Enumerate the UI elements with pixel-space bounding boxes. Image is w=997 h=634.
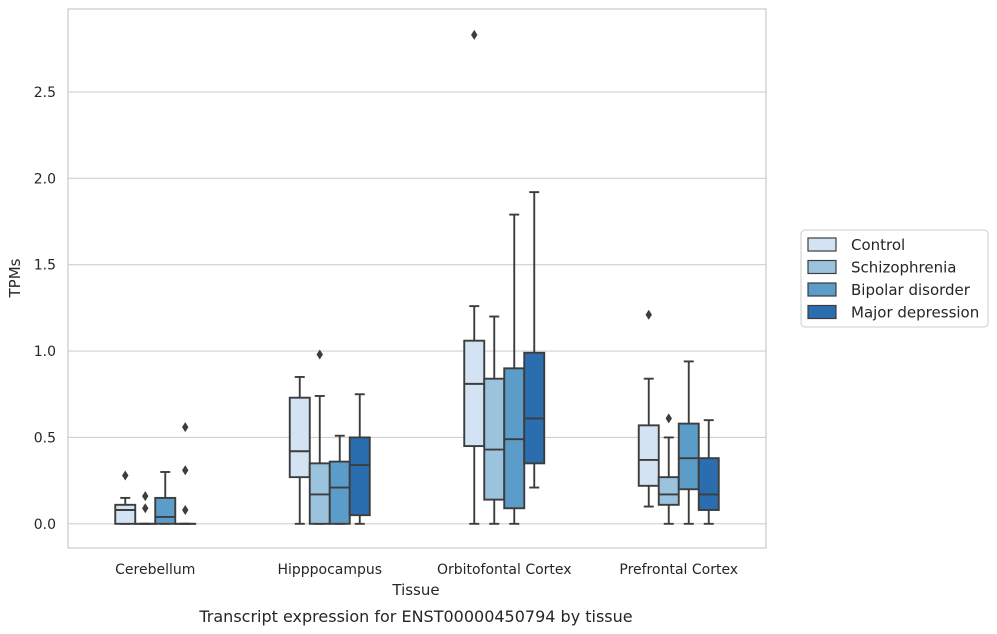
legend-label: Major depression xyxy=(851,304,979,322)
x-tick-label: Orbitofontal Cortex xyxy=(437,562,572,578)
outlier-point xyxy=(471,29,478,40)
legend-label: Bipolar disorder xyxy=(851,281,971,299)
y-axis-title: TPMs xyxy=(6,258,24,298)
y-tick-label: 2.5 xyxy=(34,85,56,101)
box-group xyxy=(114,470,137,525)
y-tick-label: 0.0 xyxy=(34,517,56,533)
plot-frame xyxy=(67,8,767,549)
y-tick-label: 1.0 xyxy=(34,344,56,360)
legend-swatch xyxy=(807,237,837,252)
legend-label: Schizophrenia xyxy=(851,259,956,277)
outlier-point xyxy=(645,309,652,320)
figure-caption: Transcript expression for ENST0000045079… xyxy=(198,607,632,626)
box-group xyxy=(697,419,720,525)
grid-lines xyxy=(68,91,766,525)
outlier-point xyxy=(665,413,672,424)
y-tick-label: 0.5 xyxy=(34,430,56,446)
box xyxy=(697,457,720,511)
box-group xyxy=(288,376,311,525)
box-group xyxy=(637,309,660,508)
legend-swatch xyxy=(807,282,837,297)
box xyxy=(288,396,311,479)
box xyxy=(348,436,371,517)
y-tick-labels: 0.0 0.5 1.0 1.5 2.0 2.5 xyxy=(34,85,56,533)
box-group xyxy=(503,213,526,525)
y-tick-label: 1.5 xyxy=(34,258,56,274)
outlier-point xyxy=(142,503,149,514)
legend-label: Control xyxy=(851,236,905,254)
box xyxy=(657,476,680,506)
box xyxy=(523,351,546,465)
outlier-point xyxy=(122,470,129,481)
box-group xyxy=(523,191,546,489)
x-tick-label: Cerebellum xyxy=(115,562,195,578)
x-axis-title: Tissue xyxy=(391,581,439,599)
box xyxy=(483,377,506,501)
box-group xyxy=(677,360,700,525)
y-tick-label: 2.0 xyxy=(34,171,56,187)
box-group xyxy=(328,434,351,525)
box-group xyxy=(483,315,506,525)
box-group xyxy=(174,422,197,525)
box-group xyxy=(154,471,177,525)
outlier-point xyxy=(182,504,189,515)
box xyxy=(637,424,660,487)
box-group xyxy=(134,491,157,525)
legend: Control Schizophrenia Bipolar disorder Majo… xyxy=(800,229,989,328)
box xyxy=(328,460,351,525)
x-tick-label: Hipppocampus xyxy=(277,562,382,578)
box-group xyxy=(657,413,680,525)
box xyxy=(154,496,177,525)
outlier-point xyxy=(182,465,189,476)
box xyxy=(677,422,700,491)
plot-boxes xyxy=(114,29,720,525)
box xyxy=(463,339,486,448)
outlier-point xyxy=(182,422,189,433)
legend-swatch xyxy=(807,259,837,275)
box-group xyxy=(308,349,331,525)
box xyxy=(114,503,137,525)
outlier-point xyxy=(316,349,323,360)
outlier-point xyxy=(142,491,149,502)
box-group xyxy=(463,29,486,525)
x-tick-labels: Cerebellum Hipppocampus Orbitofontal Corte… xyxy=(115,562,738,578)
x-tick-label: Prefrontal Cortex xyxy=(619,562,738,578)
legend-frame xyxy=(800,229,989,328)
legend-swatch xyxy=(807,304,837,320)
box-group xyxy=(348,393,371,525)
